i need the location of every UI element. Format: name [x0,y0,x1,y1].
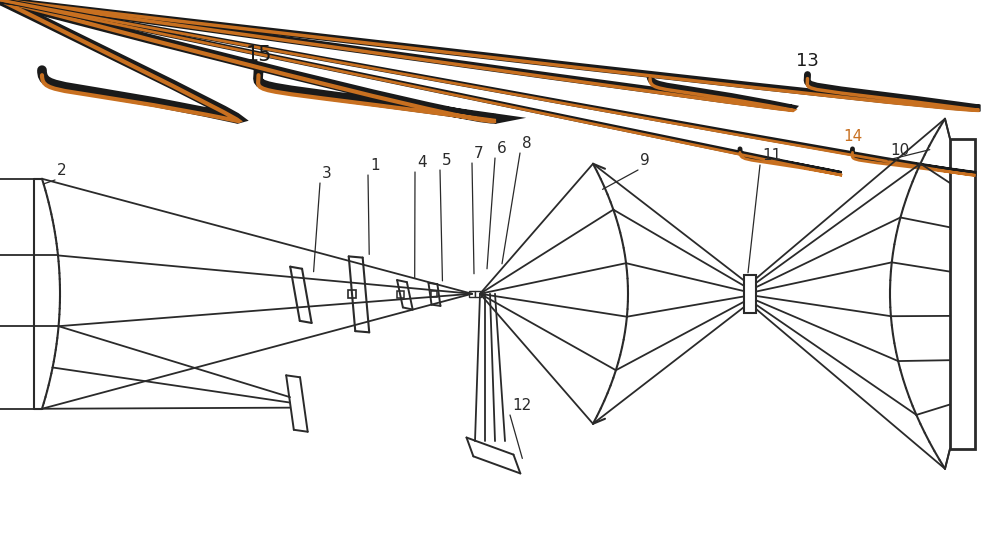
Text: 7: 7 [474,146,484,161]
Text: 13: 13 [796,52,819,70]
Bar [469,290,475,297]
Text: 12: 12 [512,398,531,413]
Bar [348,290,356,298]
Text: 6: 6 [497,141,507,156]
Text: 15: 15 [245,45,272,65]
Bar [950,139,975,449]
Bar [397,290,404,298]
Text: 3: 3 [322,166,332,181]
Bar [475,290,481,297]
Text: 2: 2 [57,163,67,178]
Text: 11: 11 [762,148,781,163]
Text: 10: 10 [890,143,909,158]
Text: 9: 9 [640,153,650,168]
Text: 8: 8 [522,136,532,151]
Text: 14: 14 [843,129,862,144]
Text: 5: 5 [442,153,452,168]
Bar [744,275,756,313]
Bar [431,290,437,297]
Text: 1: 1 [370,158,380,173]
Text: 4: 4 [417,155,427,170]
